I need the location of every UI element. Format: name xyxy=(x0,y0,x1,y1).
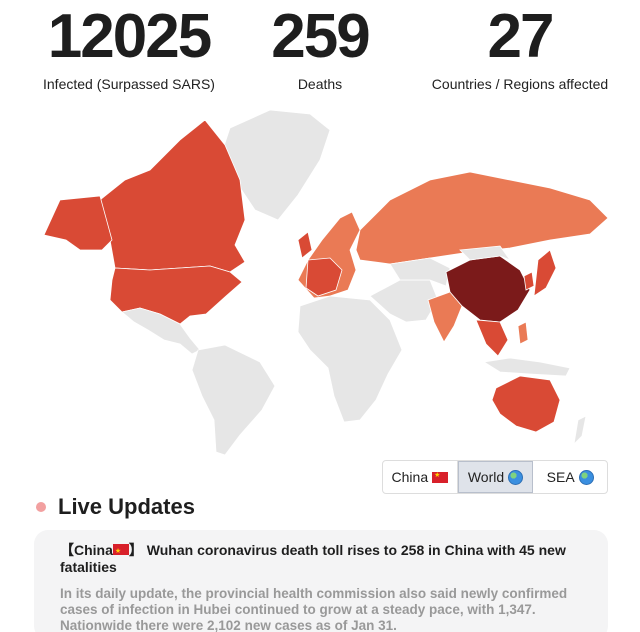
infected-label: Infected (Surpassed SARS) xyxy=(43,76,215,92)
update-body: In its daily update, the provincial heal… xyxy=(60,586,568,632)
deaths-label: Deaths xyxy=(297,76,343,92)
region-switch: China World SEA xyxy=(382,460,608,494)
region-option-sea[interactable]: SEA xyxy=(533,461,607,493)
indonesia-region[interactable] xyxy=(482,357,571,377)
philippines-region[interactable] xyxy=(517,321,529,345)
mexico-region[interactable] xyxy=(121,307,201,355)
russia-region[interactable] xyxy=(355,171,609,265)
region-option-label: China xyxy=(391,469,429,485)
globe-icon xyxy=(508,469,524,485)
infected-count: 12025 xyxy=(47,2,212,71)
australia-region[interactable] xyxy=(491,375,561,433)
mongolia-region[interactable] xyxy=(459,245,512,261)
africa-region[interactable] xyxy=(297,295,403,423)
uk-region[interactable] xyxy=(297,231,313,259)
canada-region[interactable] xyxy=(99,119,246,273)
deaths-stat: 259 Deaths xyxy=(256,0,384,92)
update-headline: 【China】 Wuhan coronavirus death toll ris… xyxy=(60,542,582,576)
china-flag-icon xyxy=(112,543,129,560)
countries-label: Countries / Regions affected xyxy=(431,76,609,92)
south-america-region[interactable] xyxy=(191,344,276,456)
stats-panel: 12025 Infected (Surpassed SARS) 259 Deat… xyxy=(0,0,640,100)
region-option-label: SEA xyxy=(546,469,575,485)
region-option-label: World xyxy=(467,469,505,485)
central-asia-region[interactable] xyxy=(389,257,451,287)
live-indicator-dot xyxy=(36,502,46,512)
western-europe-region[interactable] xyxy=(305,257,343,297)
new-zealand-region[interactable] xyxy=(573,415,587,446)
japan-region[interactable] xyxy=(533,249,557,297)
usa-region[interactable] xyxy=(109,265,243,325)
region-option-china[interactable]: China xyxy=(383,461,458,493)
alaska-region[interactable] xyxy=(43,195,113,251)
live-updates-header: Live Updates xyxy=(36,494,195,520)
deaths-count: 259 xyxy=(271,2,370,71)
live-updates-title: Live Updates xyxy=(58,494,195,519)
globe-icon xyxy=(578,469,594,485)
china-flag-icon xyxy=(432,471,449,483)
region-option-world[interactable]: World xyxy=(457,461,534,493)
update-card[interactable]: 【China】 Wuhan coronavirus death toll ris… xyxy=(34,530,608,632)
countries-stat: 27 Countries / Regions affected xyxy=(430,0,610,92)
southeast-asia-region[interactable] xyxy=(475,319,509,357)
korea-region[interactable] xyxy=(523,271,535,291)
infected-stat: 12025 Infected (Surpassed SARS) xyxy=(36,0,222,92)
countries-count: 27 xyxy=(487,2,555,71)
update-headline-prefix: 【China xyxy=(60,542,113,558)
world-map[interactable] xyxy=(30,100,620,460)
update-headline-text: 】 Wuhan coronavirus death toll rises to … xyxy=(60,542,566,575)
